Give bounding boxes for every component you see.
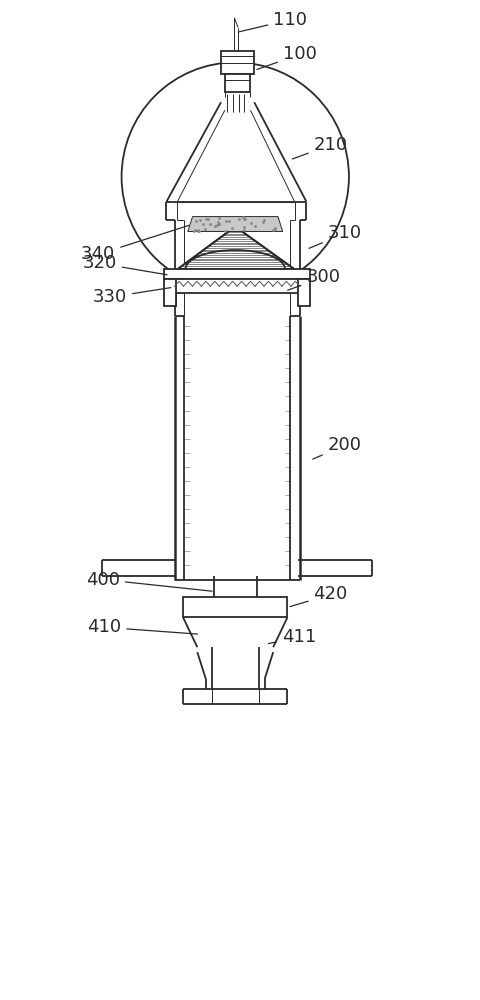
Text: 330: 330 xyxy=(93,288,171,306)
Bar xyxy=(221,51,254,74)
Text: 410: 410 xyxy=(87,618,197,636)
Text: 320: 320 xyxy=(83,254,167,275)
Bar xyxy=(164,269,310,279)
Text: 300: 300 xyxy=(288,268,340,290)
Text: 100: 100 xyxy=(257,45,317,69)
Text: 310: 310 xyxy=(309,224,362,248)
Text: 200: 200 xyxy=(313,436,362,459)
Bar xyxy=(175,279,300,293)
Text: 340: 340 xyxy=(81,225,189,263)
Text: 400: 400 xyxy=(86,571,212,591)
Bar xyxy=(225,74,251,92)
Polygon shape xyxy=(178,227,295,269)
Text: 110: 110 xyxy=(239,11,307,32)
Bar xyxy=(299,279,310,306)
Bar xyxy=(183,597,288,617)
Bar xyxy=(164,279,176,306)
Text: 210: 210 xyxy=(292,136,348,159)
Polygon shape xyxy=(188,217,283,232)
Text: 411: 411 xyxy=(268,628,316,646)
Text: 420: 420 xyxy=(290,585,348,607)
